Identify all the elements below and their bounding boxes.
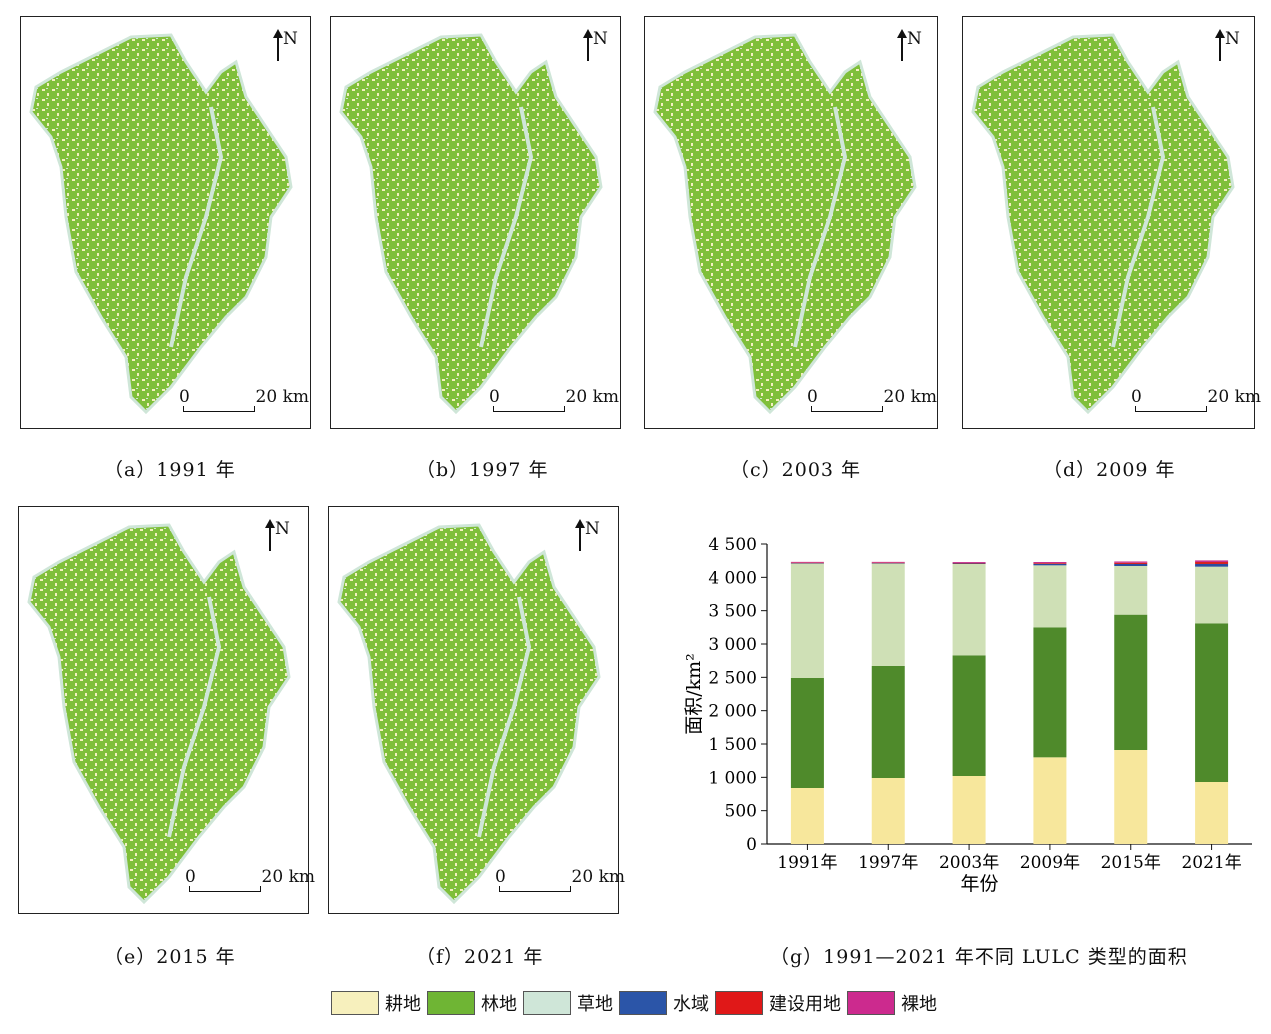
map-1991 bbox=[29, 33, 293, 414]
legend-item: 草地 bbox=[523, 990, 613, 1016]
scale-bar: 0 20 km bbox=[495, 867, 625, 895]
bar-segment bbox=[1033, 757, 1067, 844]
map-panel-e: N 0 20 km bbox=[18, 506, 315, 914]
y-tick-label: 3 000 bbox=[708, 635, 757, 655]
bar-segment bbox=[952, 562, 986, 563]
x-tick-label: 2015年 bbox=[1101, 853, 1161, 873]
map-panel-d: N 0 20 km bbox=[962, 16, 1261, 429]
bar-segment bbox=[871, 563, 905, 564]
caption-a: （a）1991 年 bbox=[104, 459, 236, 481]
bar-segment bbox=[1195, 566, 1229, 624]
map-panel-a: N 0 20 km bbox=[20, 16, 311, 429]
map-1997 bbox=[339, 33, 603, 414]
bar-segment bbox=[871, 563, 905, 666]
bar-segment bbox=[1114, 561, 1148, 563]
y-tick-label: 3 500 bbox=[708, 602, 757, 622]
x-tick-label: 2003年 bbox=[939, 853, 999, 873]
bar-segment bbox=[1195, 562, 1229, 564]
bar-segment bbox=[952, 655, 986, 776]
caption-c: （c）2003 年 bbox=[730, 459, 862, 481]
legend-item: 耕地 bbox=[331, 990, 421, 1016]
legend-item: 建设用地 bbox=[715, 990, 841, 1016]
bar-segment bbox=[952, 562, 986, 564]
bar-segment bbox=[790, 561, 824, 563]
map-2015 bbox=[27, 523, 291, 904]
bar-segment bbox=[871, 562, 905, 564]
bar-segment bbox=[790, 788, 824, 844]
bar-segment bbox=[952, 776, 986, 844]
caption-e: （e）2015 年 bbox=[104, 946, 236, 968]
legend: 耕地 林地 草地 水域 建设用地 裸地 bbox=[331, 990, 943, 1016]
y-tick-label: 1 500 bbox=[708, 735, 757, 755]
bar-segment bbox=[871, 666, 905, 778]
bar-segment bbox=[1195, 564, 1229, 567]
legend-item: 裸地 bbox=[847, 990, 937, 1016]
bar-segment bbox=[952, 564, 986, 656]
y-tick-label: 4 500 bbox=[708, 535, 757, 555]
bar-segment bbox=[952, 563, 986, 564]
bar-segment bbox=[1114, 750, 1148, 844]
bar-segment bbox=[1033, 565, 1067, 628]
lulc-area-chart: 0 500 1 000 1 500 2 000 2 500 3 000 3 500 4 000 4… bbox=[683, 535, 1252, 895]
bar-segment bbox=[1033, 627, 1067, 758]
caption-b: （b）1997 年 bbox=[416, 459, 549, 481]
bar-segment bbox=[1033, 562, 1067, 564]
legend-item: 林地 bbox=[427, 990, 517, 1016]
bar-segment bbox=[1114, 566, 1148, 615]
y-axis-label: 面积/km² bbox=[683, 653, 705, 735]
bar-segment bbox=[1195, 623, 1229, 782]
y-tick-label: 2 000 bbox=[708, 702, 757, 722]
bar-segment bbox=[790, 678, 824, 788]
legend-swatch-forest bbox=[427, 991, 475, 1015]
bar-segment bbox=[871, 561, 905, 563]
y-tick-label: 4 000 bbox=[708, 568, 757, 588]
bar-segment bbox=[1114, 614, 1148, 750]
legend-swatch-grassland bbox=[523, 991, 571, 1015]
scale-bar: 0 20 km bbox=[489, 387, 619, 415]
y-tick-label: 500 bbox=[725, 802, 757, 822]
bar-segment bbox=[1033, 563, 1067, 564]
map-panel-f: N 0 20 km bbox=[328, 506, 625, 914]
legend-swatch-farmland bbox=[331, 991, 379, 1015]
x-axis-label: 年份 bbox=[960, 873, 998, 895]
map-2003 bbox=[653, 33, 917, 414]
scale-bar: 0 20 km bbox=[1131, 387, 1261, 415]
caption-d: （d）2009 年 bbox=[1043, 459, 1176, 481]
map-2009 bbox=[971, 33, 1235, 414]
map-2021 bbox=[337, 523, 601, 904]
scale-bar: 0 20 km bbox=[179, 387, 309, 415]
x-tick-label: 1997年 bbox=[858, 853, 918, 873]
map-panel-b: N 0 20 km bbox=[330, 16, 621, 429]
bar-segment bbox=[1114, 562, 1148, 564]
x-tick-label: 2009年 bbox=[1020, 853, 1080, 873]
legend-item: 水域 bbox=[619, 990, 709, 1016]
bar-segment bbox=[871, 778, 905, 844]
bar-segment bbox=[1033, 563, 1067, 566]
y-tick-label: 1 000 bbox=[708, 768, 757, 788]
caption-f: （f）2021 年 bbox=[416, 946, 544, 968]
legend-swatch-water bbox=[619, 991, 667, 1015]
legend-swatch-bare bbox=[847, 991, 895, 1015]
x-tick-label: 1991年 bbox=[777, 853, 837, 873]
caption-g: （g）1991—2021 年不同 LULC 类型的面积 bbox=[770, 946, 1188, 968]
y-tick-label: 2 500 bbox=[708, 668, 757, 688]
bar-segment bbox=[790, 563, 824, 564]
scale-bar: 0 20 km bbox=[807, 387, 937, 415]
map-panel-c: N 0 20 km bbox=[644, 16, 938, 429]
legend-swatch-construction bbox=[715, 991, 763, 1015]
bar-segment bbox=[1195, 560, 1229, 562]
y-tick-label: 0 bbox=[746, 835, 757, 855]
bar-segment bbox=[790, 563, 824, 678]
bar-segment bbox=[790, 562, 824, 564]
x-tick-label: 2021年 bbox=[1181, 853, 1241, 873]
scale-bar: 0 20 km bbox=[185, 867, 315, 895]
bar-segment bbox=[1114, 564, 1148, 566]
bar-segment bbox=[1195, 782, 1229, 844]
